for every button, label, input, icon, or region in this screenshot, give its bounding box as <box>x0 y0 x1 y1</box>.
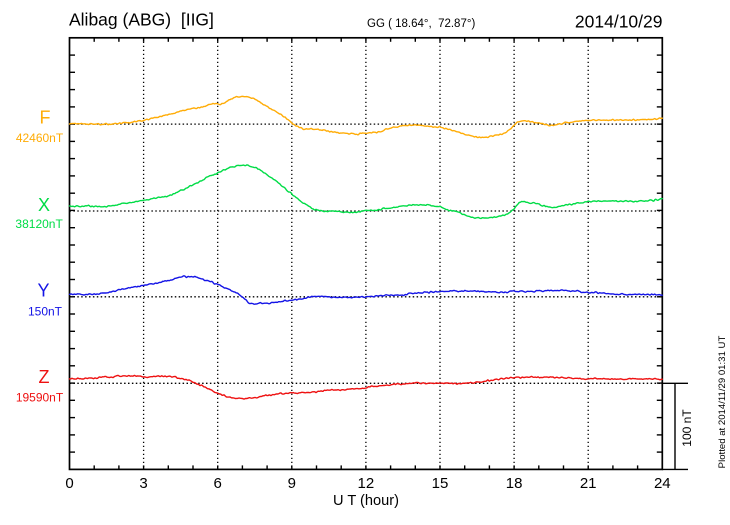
svg-text:12: 12 <box>358 475 375 492</box>
svg-text:Y: Y <box>37 281 49 301</box>
svg-text:3: 3 <box>139 475 147 492</box>
svg-text:GG ( 18.64°, 72.87°): GG ( 18.64°, 72.87°) <box>367 18 475 30</box>
svg-text:18: 18 <box>506 475 523 492</box>
svg-text:Z: Z <box>39 367 50 387</box>
svg-text:24: 24 <box>654 475 671 492</box>
svg-text:X: X <box>38 195 50 215</box>
svg-text:9: 9 <box>288 475 296 492</box>
svg-text:38120nT: 38120nT <box>15 217 63 231</box>
svg-text:100 nT: 100 nT <box>680 409 694 447</box>
svg-text:2014/10/29: 2014/10/29 <box>575 12 663 32</box>
svg-text:6: 6 <box>214 475 222 492</box>
svg-text:15: 15 <box>432 475 449 492</box>
svg-text:Alibag (ABG) [IIG]: Alibag (ABG) [IIG] <box>69 10 214 30</box>
svg-text:U T (hour): U T (hour) <box>333 493 399 509</box>
svg-text:0: 0 <box>65 475 73 492</box>
svg-text:19590nT: 19590nT <box>16 390 64 404</box>
svg-text:150nT: 150nT <box>28 305 63 319</box>
svg-text:42460nT: 42460nT <box>16 131 64 145</box>
svg-text:21: 21 <box>580 475 597 492</box>
svg-text:Plotted at 2014/11/29 01:31 UT: Plotted at 2014/11/29 01:31 UT <box>717 336 728 469</box>
svg-text:F: F <box>40 108 51 128</box>
